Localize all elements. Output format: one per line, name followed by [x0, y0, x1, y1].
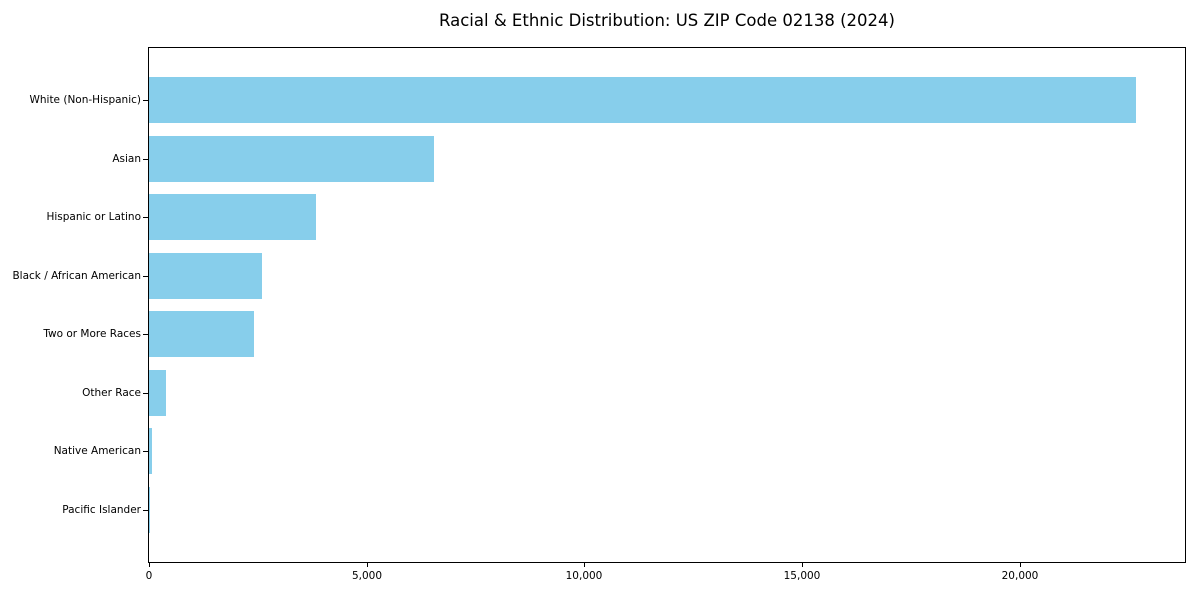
y-axis-label: Black / African American [12, 270, 141, 282]
bar-two-or-more-races [149, 311, 254, 358]
y-axis-label: Other Race [82, 387, 141, 399]
x-tick-label: 10,000 [565, 570, 603, 582]
bar-other-race [149, 369, 166, 416]
bar-white-non-hispanic- [149, 77, 1136, 124]
y-tick [143, 100, 148, 101]
x-tick [149, 562, 150, 567]
y-tick [143, 276, 148, 277]
x-tick-label: 15,000 [783, 570, 821, 582]
x-tick [1020, 562, 1021, 567]
y-axis-label: Asian [112, 153, 141, 165]
bar-asian [149, 135, 435, 182]
x-tick-label: 20,000 [1001, 570, 1039, 582]
y-tick [143, 159, 148, 160]
x-tick-label: 0 [145, 570, 153, 582]
y-tick [143, 217, 148, 218]
x-tick [802, 562, 803, 567]
y-axis-label: White (Non-Hispanic) [29, 94, 141, 106]
y-axis-label: Two or More Races [43, 328, 141, 340]
bar-native-american [149, 428, 152, 475]
x-tick-label: 5,000 [351, 570, 383, 582]
y-tick [143, 334, 148, 335]
bar-hispanic-or-latino [149, 194, 316, 241]
y-tick [143, 510, 148, 511]
y-axis-label: Hispanic or Latino [46, 211, 141, 223]
y-tick [143, 451, 148, 452]
y-tick [143, 393, 148, 394]
y-axis-label: Pacific Islander [62, 504, 141, 516]
bar-black-african-american [149, 252, 262, 299]
chart-title: Racial & Ethnic Distribution: US ZIP Cod… [439, 11, 895, 30]
x-tick [584, 562, 585, 567]
x-tick [367, 562, 368, 567]
plot-area [148, 47, 1186, 563]
y-axis-label: Native American [53, 445, 141, 457]
